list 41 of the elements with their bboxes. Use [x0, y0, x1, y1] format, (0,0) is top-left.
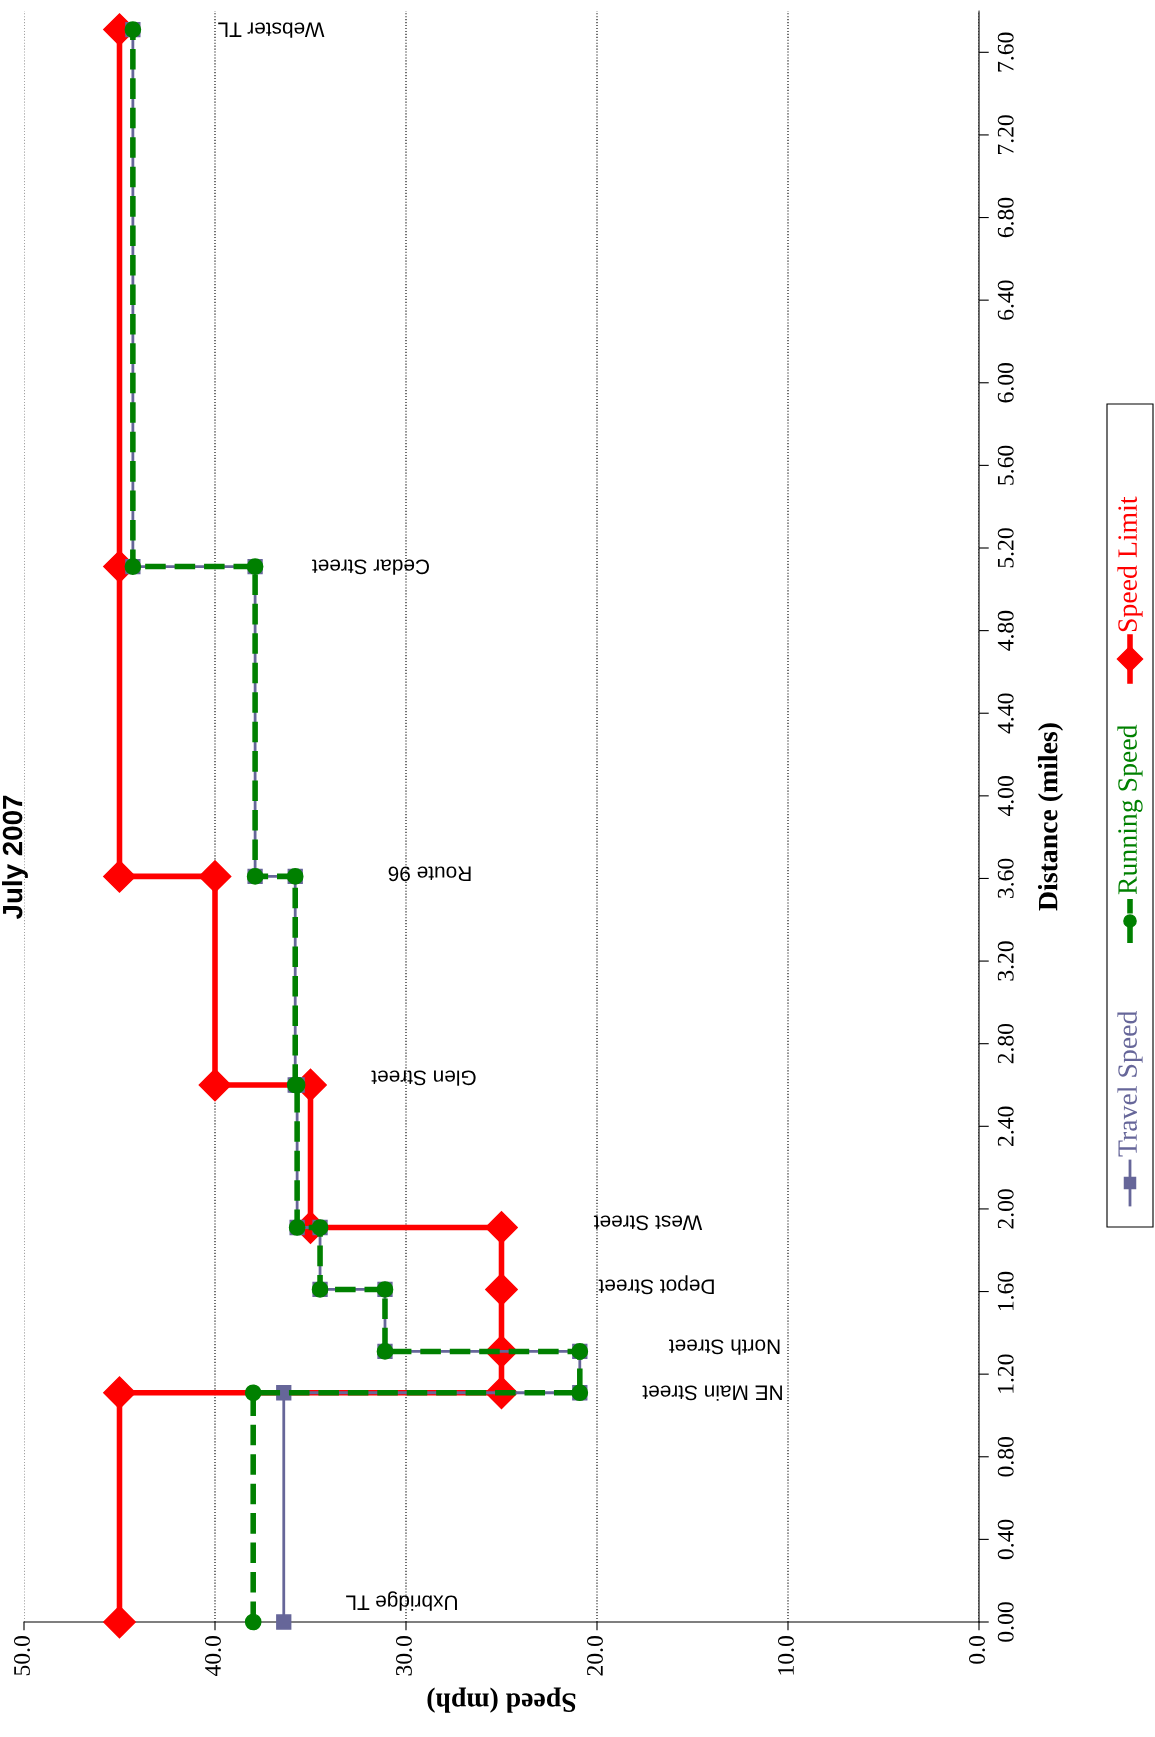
y-tick-label: 4.00 — [997, 776, 1014, 817]
y-tick-label: 6.40 — [997, 280, 1014, 320]
y-tick-label: 2.80 — [997, 1023, 1014, 1064]
x-tick-label: 50.0 — [13, 1636, 31, 1676]
y-tick-label: 7.60 — [997, 32, 1014, 72]
annotation: NE Main Street — [642, 1385, 782, 1401]
x-tick-label: 0.0 — [968, 1636, 986, 1664]
y-tick-label: 4.80 — [997, 610, 1014, 651]
y-tick-label: 5.60 — [997, 445, 1014, 485]
annotation: Webster TL — [218, 22, 325, 38]
x-axis-title: Speed (mph) — [427, 1687, 576, 1713]
x-tick-label: 40.0 — [204, 1636, 222, 1677]
y-tick-label: 4.40 — [997, 693, 1014, 734]
x-tick-label: 10.0 — [777, 1636, 795, 1675]
y-tick-label: 2.00 — [997, 1189, 1014, 1229]
annotation: West Street — [593, 1215, 703, 1231]
y-tick-label: 3.60 — [997, 858, 1014, 898]
y-tick-label: 5.20 — [997, 528, 1014, 568]
y-tick-label: 1.60 — [997, 1271, 1014, 1311]
y-tick-label: 0.40 — [997, 1519, 1014, 1560]
annotation: Uxbridge TL — [346, 1591, 457, 1611]
y-tick-label: 3.20 — [997, 941, 1014, 981]
y-tick-label: 1.20 — [997, 1354, 1014, 1393]
annotation: Cedar Street — [312, 559, 429, 575]
text: Running Speed — [1117, 724, 1143, 895]
annotation: Route 96 — [388, 866, 471, 882]
annotation: Glen Street — [371, 1070, 476, 1086]
y-tick-label: 6.80 — [997, 197, 1014, 238]
y-axis-title: Distance (miles) — [1037, 723, 1064, 911]
y-tick-label: 6.00 — [997, 363, 1014, 403]
y-tick-label: 7.20 — [997, 115, 1014, 155]
y-tick-label: 0.00 — [997, 1602, 1014, 1642]
text: July 2007 — [2, 795, 28, 920]
text: Travel Speed — [1117, 1011, 1143, 1157]
y-tick-label: 2.40 — [997, 1106, 1014, 1146]
y-tick-label: 0.80 — [997, 1437, 1014, 1477]
text: Speed Limit — [1117, 496, 1143, 632]
x-tick-label: 20.0 — [586, 1636, 604, 1676]
annotation: Depot Street — [598, 1275, 714, 1295]
annotation: North Street — [668, 1339, 780, 1355]
x-tick-label: 30.0 — [395, 1636, 413, 1676]
